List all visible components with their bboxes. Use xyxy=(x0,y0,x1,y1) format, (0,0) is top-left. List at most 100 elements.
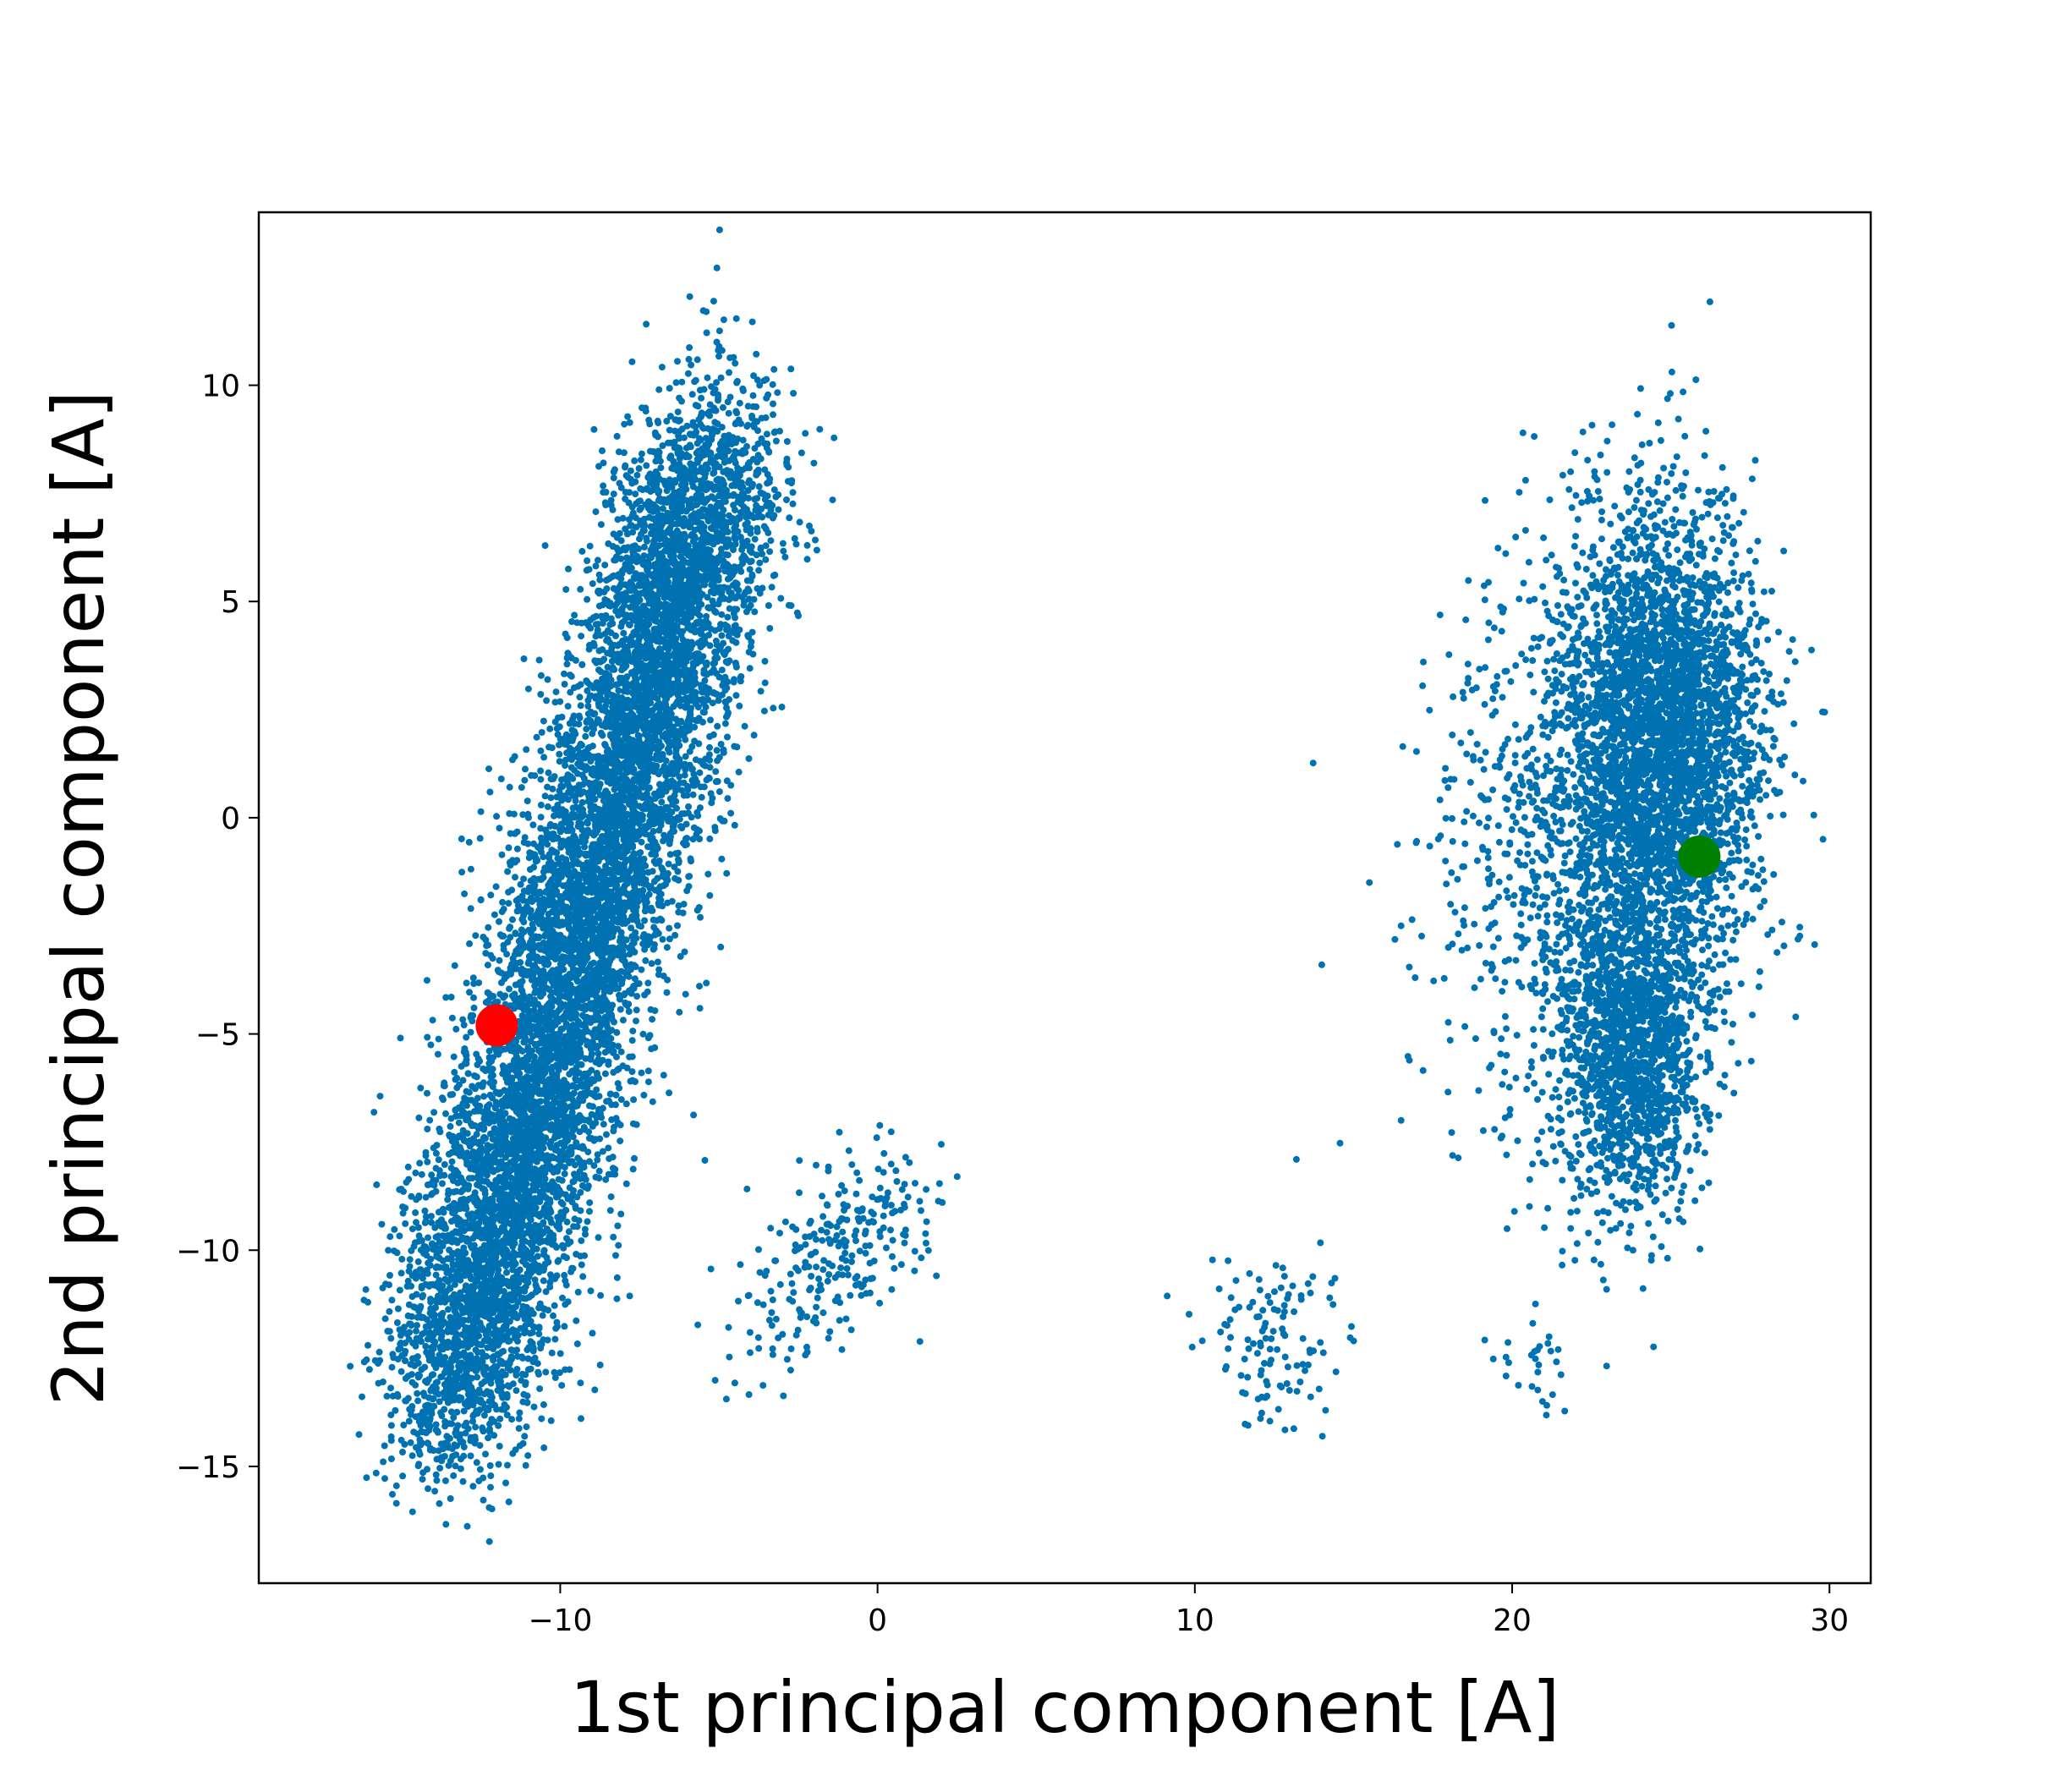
scatter-point xyxy=(587,624,595,632)
scatter-point xyxy=(739,387,747,395)
scatter-point xyxy=(518,784,525,792)
scatter-point xyxy=(468,1275,474,1283)
scatter-point xyxy=(584,595,591,603)
scatter-point xyxy=(422,1193,430,1201)
scatter-point xyxy=(682,990,689,998)
scatter-point xyxy=(523,798,531,805)
scatter-point xyxy=(624,413,632,420)
scatter-point xyxy=(461,890,469,897)
scatter-point xyxy=(796,518,803,526)
scatter-point xyxy=(595,1167,603,1175)
scatter-point xyxy=(564,703,572,710)
scatter-point xyxy=(666,924,673,932)
scatter-point xyxy=(478,1380,485,1388)
scatter-point xyxy=(516,1409,523,1417)
scatter-point xyxy=(500,905,507,913)
scatter-point xyxy=(551,1374,559,1381)
scatter-point xyxy=(732,663,740,671)
scatter-point xyxy=(617,1096,625,1104)
scatter-point xyxy=(506,985,513,993)
scatter-point xyxy=(745,755,753,762)
scatter-point xyxy=(688,391,696,398)
scatter-point xyxy=(417,1084,425,1092)
scatter-point xyxy=(435,1232,442,1240)
scatter-point xyxy=(485,1047,493,1055)
scatter-point xyxy=(432,1471,440,1478)
scatter-point xyxy=(810,459,818,467)
scatter-point xyxy=(737,567,745,575)
scatter-point xyxy=(397,1269,405,1277)
scatter-point xyxy=(434,1050,441,1058)
scatter-point xyxy=(630,1096,638,1104)
scatter-point xyxy=(436,1465,444,1472)
scatter-point xyxy=(695,740,703,748)
scatter-point xyxy=(452,1462,459,1470)
scatter-point xyxy=(713,264,721,271)
scatter-point xyxy=(676,1008,683,1016)
scatter-point xyxy=(565,1228,573,1236)
scatter-point xyxy=(486,1391,494,1399)
scatter-point xyxy=(616,480,623,487)
scatter-point xyxy=(451,962,458,969)
scatter-point xyxy=(562,630,569,638)
scatter-point xyxy=(535,1304,543,1312)
scatter-point xyxy=(718,611,726,618)
scatter-point xyxy=(445,1306,452,1313)
scatter-point xyxy=(599,447,606,454)
scatter-point xyxy=(612,1091,620,1099)
scatter-point xyxy=(496,1415,504,1422)
scatter-point xyxy=(491,911,498,918)
scatter-point xyxy=(433,1263,441,1270)
scatter-point xyxy=(418,1283,425,1290)
scatter-point xyxy=(524,1452,532,1460)
scatter-point xyxy=(430,1181,438,1189)
scatter-point xyxy=(535,1370,542,1378)
scatter-point xyxy=(392,1499,400,1507)
scatter-point xyxy=(595,571,603,578)
scatter-point xyxy=(498,851,506,858)
scatter-point xyxy=(387,1455,395,1462)
scatter-point xyxy=(413,1327,419,1335)
scatter-point xyxy=(583,726,590,732)
scatter-point xyxy=(429,1017,436,1024)
scatter-point xyxy=(735,768,743,776)
scatter-point xyxy=(558,1382,566,1390)
scatter-point xyxy=(665,860,672,868)
scatter-point xyxy=(614,1222,622,1230)
scatter-point xyxy=(543,1254,551,1261)
scatter-point xyxy=(423,977,430,984)
scatter-point xyxy=(622,495,629,502)
scatter-point xyxy=(710,298,717,305)
scatter-point xyxy=(576,693,584,701)
scatter-point xyxy=(387,1422,395,1429)
scatter-point xyxy=(535,656,543,664)
scatter-point xyxy=(430,1109,438,1116)
scatter-point xyxy=(803,556,811,563)
scatter-point xyxy=(398,1255,406,1263)
scatter-point xyxy=(527,907,534,914)
scatter-point xyxy=(469,1417,476,1425)
scatter-point xyxy=(586,1102,593,1110)
scatter-point xyxy=(592,562,600,570)
scatter-point xyxy=(643,462,650,469)
scatter-point xyxy=(472,1423,480,1431)
scatter-point xyxy=(458,835,465,842)
scatter-point xyxy=(674,358,681,365)
scatter-point xyxy=(732,315,740,322)
scatter-point xyxy=(772,437,780,445)
scatter-point xyxy=(659,935,666,943)
scatter-point xyxy=(385,1247,392,1254)
scatter-point xyxy=(574,1288,582,1296)
scatter-point xyxy=(787,365,795,373)
scatter-point xyxy=(775,506,782,513)
scatter-point xyxy=(780,547,787,555)
scatter-point xyxy=(600,482,607,490)
scatter-point xyxy=(564,650,572,657)
scatter-point xyxy=(769,381,776,388)
scatter-point xyxy=(717,741,725,748)
scatter-point xyxy=(424,1158,431,1165)
scatter-point xyxy=(508,1416,516,1423)
scatter-point xyxy=(770,365,778,373)
scatter-point xyxy=(610,584,617,592)
scatter-point xyxy=(562,1207,570,1214)
